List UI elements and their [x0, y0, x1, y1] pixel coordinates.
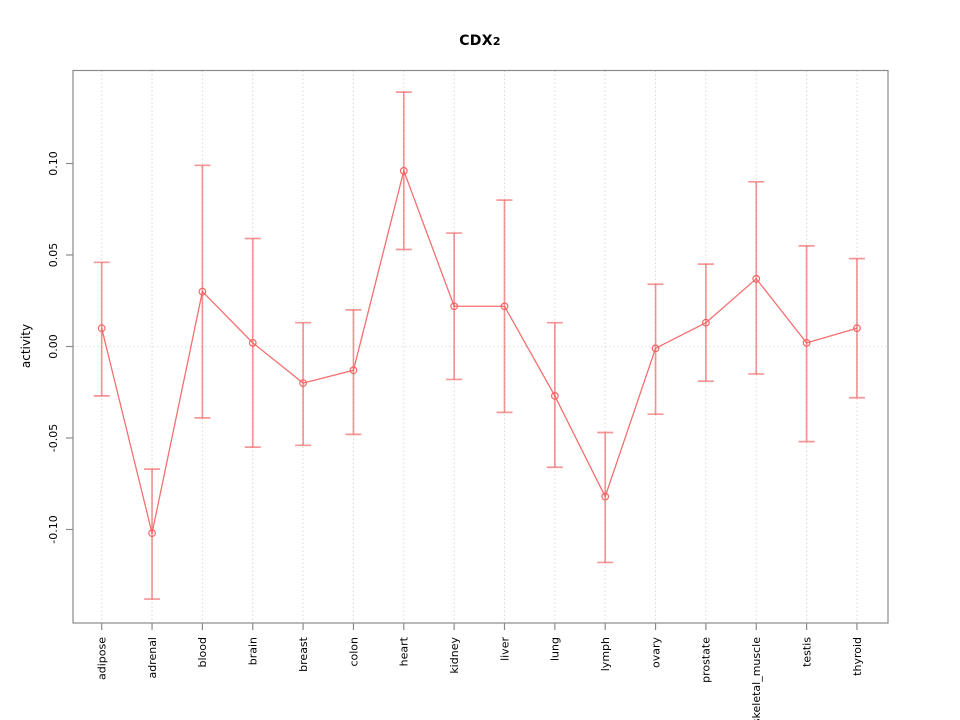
- data-point-marker: [399, 166, 408, 175]
- data-point-marker: [248, 338, 257, 347]
- x-tick-label: adipose: [96, 637, 109, 680]
- x-tick-label: lymph: [599, 637, 612, 671]
- data-point-marker: [349, 366, 358, 375]
- data-point-marker: [752, 274, 761, 283]
- x-tick-label: liver: [498, 637, 511, 661]
- data-point-marker: [702, 318, 710, 327]
- x-tick-label: thyroid: [851, 637, 864, 676]
- data-point-marker: [651, 344, 660, 353]
- data-point-marker: [299, 379, 308, 388]
- data-point-marker: [853, 324, 861, 333]
- chart-title: CDX2: [0, 33, 960, 49]
- x-tick-label: adrenal: [146, 637, 159, 679]
- y-axis-label: activity: [19, 323, 33, 369]
- data-point-marker: [802, 338, 811, 347]
- x-tick-label: colon: [347, 637, 360, 667]
- y-tick-label: -0.05: [47, 424, 60, 452]
- y-tick-label: 0.05: [47, 243, 60, 268]
- x-tick-label: prostate: [700, 637, 713, 683]
- y-tick-label: 0.10: [47, 151, 60, 176]
- x-tick-label: blood: [196, 637, 209, 667]
- x-tick-label: kidney: [448, 637, 461, 674]
- x-tick-label: skeletal_muscle: [750, 637, 763, 720]
- x-tick-label: ovary: [649, 637, 662, 669]
- x-tick-label: heart: [398, 636, 411, 666]
- data-point-marker: [97, 324, 106, 333]
- x-tick-label: breast: [297, 636, 310, 672]
- x-tick-label: testis: [800, 637, 813, 667]
- x-tick-label: lung: [549, 637, 562, 661]
- series-line: [101, 168, 858, 534]
- data-point-marker: [450, 302, 459, 311]
- data-point-marker: [148, 529, 156, 538]
- chart-title-suffix: 2: [492, 35, 501, 48]
- data-point-marker: [601, 492, 610, 501]
- data-point-marker: [198, 287, 207, 296]
- y-tick-label: 0.00: [47, 334, 60, 359]
- chart-title-main: CDX: [459, 33, 493, 49]
- y-tick-label: -0.10: [47, 515, 60, 543]
- data-point-marker: [550, 392, 559, 400]
- x-tick-label: brain: [247, 637, 260, 665]
- data-point-marker: [500, 302, 509, 311]
